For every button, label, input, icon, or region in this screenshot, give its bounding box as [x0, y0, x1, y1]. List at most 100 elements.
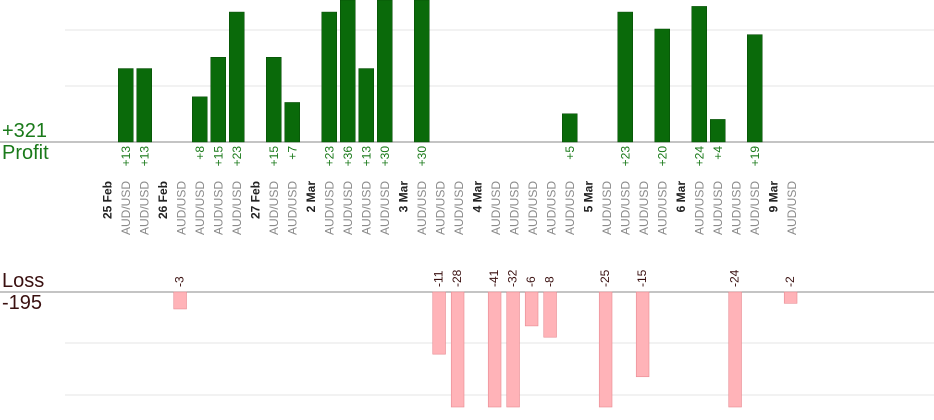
instrument-label: AUD/USD: [526, 181, 540, 235]
instrument-label: AUD/USD: [563, 181, 577, 235]
profit-value-label: +15: [211, 146, 225, 167]
loss-bar: [543, 291, 557, 338]
profit-bar: [654, 28, 670, 143]
loss-bar: [524, 291, 539, 327]
profit-summary: +321 Profit: [2, 120, 49, 164]
profit-value-label: +13: [359, 146, 373, 167]
profit-value-label: +20: [655, 146, 669, 167]
profit-value-label: +13: [137, 146, 151, 167]
instrument-label: AUD/USD: [729, 181, 743, 235]
loss-value-label: -8: [542, 276, 556, 287]
date-label: 9 Mar: [766, 181, 780, 213]
loss-bar: [432, 291, 446, 355]
loss-value-label: -2: [783, 276, 797, 287]
instrument-label: AUD/USD: [655, 181, 669, 235]
profit-value-label: +23: [322, 146, 336, 167]
instrument-label: AUD/USD: [193, 181, 207, 235]
date-label: 6 Mar: [674, 181, 688, 213]
instrument-label: AUD/USD: [507, 181, 521, 235]
loss-bar: [598, 291, 613, 408]
profit-bar: [414, 0, 430, 143]
instrument-label: AUD/USD: [600, 181, 614, 235]
profit-value-label: +24: [692, 146, 706, 167]
date-label: 5 Mar: [581, 181, 595, 213]
loss-bar: [506, 291, 520, 408]
instrument-label: AUD/USD: [637, 181, 651, 235]
instrument-label: AUD/USD: [119, 181, 133, 235]
loss-summary: Loss -195: [2, 270, 44, 314]
profit-bar: [358, 68, 374, 143]
profit-bar: [377, 0, 393, 143]
profit-value-label: +23: [230, 146, 244, 167]
loss-value-label: -3: [172, 276, 186, 287]
instrument-label: AUD/USD: [452, 181, 466, 235]
value-labels: +13 +13-3+8 +15 +23 +15 +7 +23 +36 +13 +30 +30-11-…: [119, 146, 797, 287]
profit-bar: [691, 6, 707, 143]
profit-value-label: +8: [193, 146, 207, 160]
loss-bar: [173, 291, 187, 310]
loss-value-label: -25: [598, 269, 612, 287]
profit-value-label: +30: [415, 146, 429, 167]
instrument-label: AUD/USD: [378, 181, 392, 235]
loss-value-label: -6: [524, 276, 538, 287]
instrument-label: AUD/USD: [748, 181, 762, 235]
profit-value-label: +5: [563, 146, 577, 160]
instrument-label: AUD/USD: [230, 181, 244, 235]
profit-bar: [340, 0, 356, 143]
instrument-label: AUD/USD: [322, 181, 336, 235]
profit-value-label: +36: [341, 146, 355, 167]
instrument-label: AUD/USD: [711, 181, 725, 235]
date-label: 2 Mar: [304, 181, 318, 213]
bars: [118, 0, 798, 408]
loss-total: -195: [2, 292, 43, 314]
instrument-label: AUD/USD: [341, 181, 355, 235]
loss-value-label: -32: [505, 269, 519, 287]
profit-bar: [321, 11, 337, 143]
instrument-label: AUD/USD: [415, 181, 429, 235]
profit-bar: [617, 11, 633, 143]
instrument-label: AUD/USD: [618, 181, 632, 235]
profit-bar: [192, 96, 208, 143]
loss-bar: [783, 291, 798, 304]
profit-bar: [118, 68, 134, 143]
profit-label: Profit: [2, 142, 49, 164]
date-label: 25 Feb: [100, 181, 114, 219]
instrument-label: AUD/USD: [211, 181, 225, 235]
profit-value-label: +30: [378, 146, 392, 167]
loss-bar: [635, 291, 650, 378]
profit-bar: [747, 34, 763, 143]
loss-value-label: -24: [727, 269, 741, 287]
loss-value-label: -11: [431, 270, 445, 287]
loss-bar: [487, 291, 502, 408]
profit-value-label: +15: [267, 146, 281, 167]
profit-bar: [136, 68, 152, 143]
date-label: 27 Feb: [248, 181, 262, 219]
instrument-label: AUD/USD: [433, 181, 447, 235]
profit-bar: [229, 11, 245, 143]
category-labels: 25 Feb AUD/USD AUD/USD 26 Feb AUD/USD AUD/USD…: [100, 181, 799, 235]
instrument-label: AUD/USD: [285, 181, 299, 235]
instrument-label: AUD/USD: [174, 181, 188, 235]
profit-value-label: +23: [618, 146, 632, 167]
profit-bar: [210, 57, 226, 143]
profit-bar: [284, 102, 300, 143]
instrument-label: AUD/USD: [267, 181, 281, 235]
profit-value-label: +19: [748, 146, 762, 167]
loss-label: Loss: [2, 270, 45, 292]
profit-total: +321: [2, 120, 48, 142]
profit-value-label: +4: [711, 146, 725, 160]
instrument-label: AUD/USD: [489, 181, 503, 235]
instrument-label: AUD/USD: [692, 181, 706, 235]
instrument-label: AUD/USD: [359, 181, 373, 235]
loss-value-label: -28: [450, 269, 464, 287]
profit-bar: [562, 113, 578, 143]
profit-value-label: +13: [119, 146, 133, 167]
loss-bar: [450, 291, 465, 408]
profit-bar: [710, 119, 726, 143]
loss-bar: [728, 291, 742, 408]
profit-value-label: +7: [285, 146, 299, 160]
date-label: 3 Mar: [396, 181, 410, 213]
instrument-label: AUD/USD: [544, 181, 558, 235]
loss-value-label: -41: [487, 269, 501, 287]
